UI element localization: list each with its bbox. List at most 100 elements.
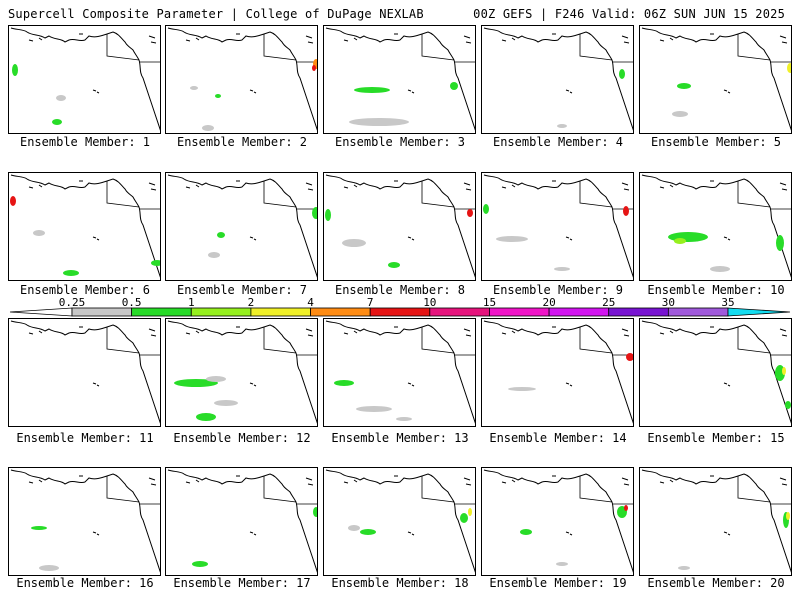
ensemble-map-16 — [8, 467, 161, 576]
colorbar-segment — [489, 307, 550, 317]
ensemble-label: Ensemble Member: 14 — [489, 431, 627, 445]
islands — [501, 326, 630, 387]
islands — [28, 33, 157, 94]
coastline — [641, 174, 791, 278]
coastline — [641, 320, 791, 424]
ensemble-map-12 — [165, 318, 318, 427]
scp-field-area — [396, 417, 412, 421]
islands — [28, 180, 157, 241]
scp-field-area — [624, 505, 628, 511]
ensemble-map-2 — [165, 25, 318, 134]
ensemble-map-5 — [639, 25, 792, 134]
scp-field-area — [206, 376, 226, 382]
colorbar: 0.25 0.5 1 2 4 7 10 15 20 25 30 35 — [8, 296, 792, 320]
islands — [501, 180, 630, 241]
colorbar-arrow-left — [9, 307, 73, 317]
scp-field-area — [313, 507, 317, 517]
border-line — [579, 34, 613, 61]
run-valid-time: 00Z GEFS | F246 Valid: 06Z SUN JUN 15 20… — [473, 7, 785, 21]
scp-field-area — [468, 508, 472, 516]
islands — [659, 33, 788, 94]
scp-field-area — [672, 111, 688, 117]
ensemble-map-8 — [323, 172, 476, 281]
scp-field-area — [483, 204, 489, 214]
scp-field-area — [787, 63, 791, 73]
islands — [659, 475, 788, 536]
coastline — [167, 27, 317, 131]
ensemble-label: Ensemble Member: 19 — [489, 576, 627, 590]
scp-field-area — [52, 119, 62, 125]
ensemble-label: Ensemble Member: 8 — [334, 283, 466, 297]
colorbar-segment — [71, 307, 133, 317]
coastline — [325, 320, 475, 424]
ensemble-map-14 — [481, 318, 634, 427]
scp-field-area — [496, 236, 528, 242]
ensemble-label: Ensemble Member: 15 — [647, 431, 785, 445]
colorbar-tick-label: 25 — [602, 296, 615, 309]
basemap-svg — [167, 174, 317, 278]
border-line — [421, 34, 455, 61]
border-line — [737, 327, 771, 354]
scp-field-area — [785, 401, 791, 409]
ensemble-map-6 — [8, 172, 161, 281]
scp-field-area — [554, 267, 570, 271]
ensemble-map-3 — [323, 25, 476, 134]
ensemble-label: Ensemble Member: 12 — [173, 431, 311, 445]
border-line — [263, 34, 297, 61]
scp-field-area — [33, 230, 45, 236]
islands — [501, 475, 630, 536]
basemap-svg — [641, 27, 791, 131]
scp-field-area — [776, 235, 784, 251]
scp-field-area — [202, 125, 214, 131]
ensemble-map-13 — [323, 318, 476, 427]
coastline — [10, 320, 160, 424]
basemap-svg — [167, 469, 317, 573]
basemap-svg — [641, 174, 791, 278]
ensemble-map-19 — [481, 467, 634, 576]
basemap-svg — [325, 174, 475, 278]
colorbar-segment — [190, 307, 252, 317]
ensemble-label: Ensemble Member: 17 — [173, 576, 311, 590]
islands — [343, 180, 472, 241]
ensemble-label: Ensemble Member: 3 — [334, 135, 466, 149]
border-line — [579, 181, 613, 208]
scp-field-area — [710, 266, 730, 272]
islands — [185, 33, 314, 94]
colorbar-segment — [429, 307, 490, 317]
ensemble-map-18 — [323, 467, 476, 576]
border-line — [106, 327, 140, 354]
coastline — [325, 174, 475, 278]
scp-field-area — [12, 64, 18, 76]
ensemble-map-1 — [8, 25, 161, 134]
scp-field-area — [460, 513, 468, 523]
coastline — [483, 320, 633, 424]
scp-field-area — [623, 206, 629, 216]
colorbar-svg: 0.25 0.5 1 2 4 7 10 15 20 25 30 35 — [9, 296, 791, 317]
map-title: Supercell Composite Parameter | College … — [8, 7, 424, 21]
islands — [343, 326, 472, 387]
ensemble-label: Ensemble Member: 18 — [331, 576, 469, 590]
islands — [185, 180, 314, 241]
basemap-svg — [10, 174, 160, 278]
islands — [28, 475, 157, 536]
basemap-svg — [325, 320, 475, 424]
ensemble-map-11 — [8, 318, 161, 427]
colorbar-tick-label: 30 — [662, 296, 675, 309]
border-line — [421, 181, 455, 208]
scp-field-area — [388, 262, 400, 268]
scp-field-area — [196, 413, 216, 421]
scp-field-area — [349, 118, 409, 126]
ensemble-label: Ensemble Member: 1 — [19, 135, 151, 149]
colorbar-tick-label: 2 — [248, 296, 255, 309]
scp-field-area — [467, 209, 473, 217]
colorbar-tick-label: 20 — [542, 296, 555, 309]
border-line — [421, 327, 455, 354]
ensemble-label: Ensemble Member: 20 — [647, 576, 785, 590]
islands — [659, 326, 788, 387]
coastline — [641, 469, 791, 573]
scp-field-area — [10, 196, 16, 206]
scp-field-area — [190, 86, 198, 90]
coastline — [483, 174, 633, 278]
scp-field-area — [312, 207, 317, 219]
basemap-svg — [167, 320, 317, 424]
